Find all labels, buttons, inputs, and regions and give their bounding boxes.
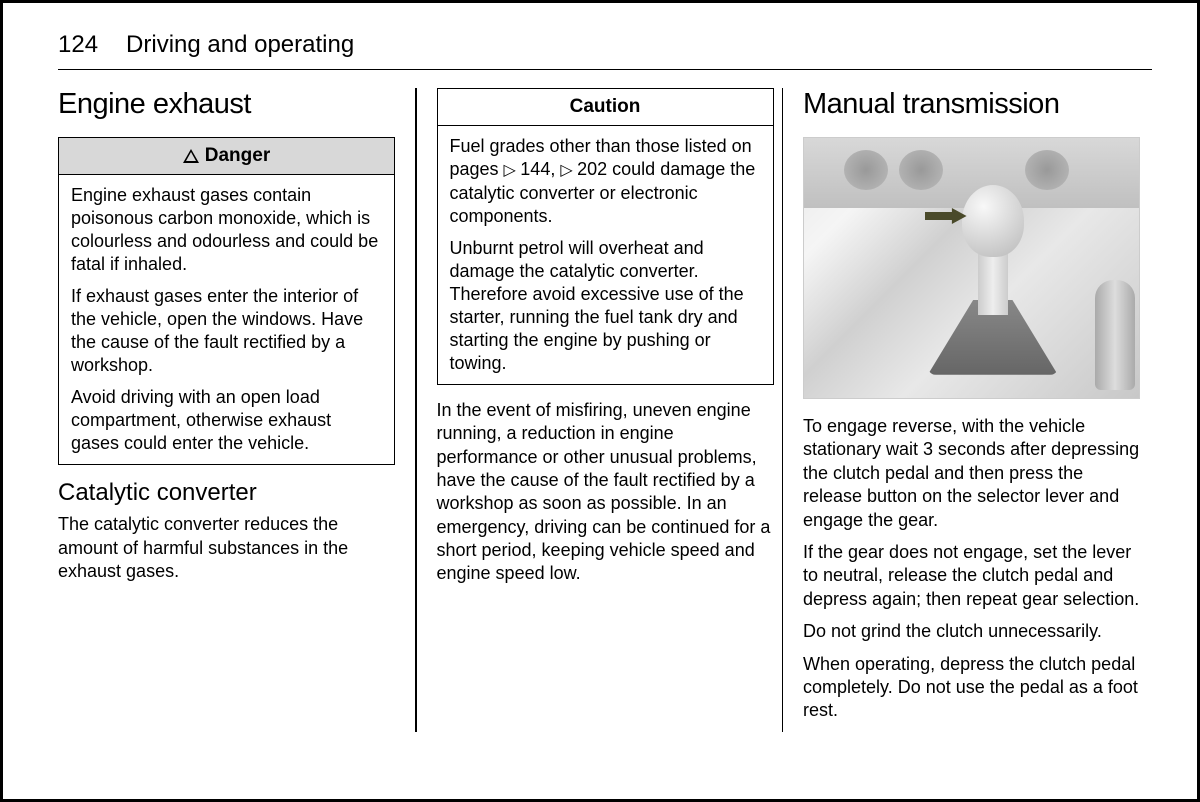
column-3: Manual transmission To engage reverse, w… <box>791 88 1152 732</box>
caution-box-body: Fuel grades other than those listed on p… <box>438 126 773 384</box>
section-heading-engine-exhaust: Engine exhaust <box>58 88 395 121</box>
direction-arrow-icon <box>925 208 967 224</box>
page-number: 124 <box>58 31 98 59</box>
danger-box-header: Danger <box>59 138 394 175</box>
body-paragraph: When operating, depress the clutch pedal… <box>803 653 1140 723</box>
page-ref-icon: ▷ <box>504 162 521 179</box>
body-paragraph: The catalytic converter reduces the amou… <box>58 513 395 583</box>
body-paragraph: In the event of misfiring, uneven engine… <box>437 399 774 586</box>
chapter-title: Driving and operating <box>126 31 354 59</box>
body-paragraph: To engage reverse, with the vehicle stat… <box>803 415 1140 532</box>
danger-box: Danger Engine exhaust gases contain pois… <box>58 137 395 465</box>
header-divider <box>58 69 1152 70</box>
danger-paragraph: Avoid driving with an open load compartm… <box>71 386 382 455</box>
manual-page: 124 Driving and operating Engine exhaust… <box>0 0 1200 802</box>
caution-paragraph: Fuel grades other than those listed on p… <box>450 135 761 228</box>
column-divider <box>782 88 784 732</box>
column-1: Engine exhaust Danger Engine exhaust gas… <box>58 88 407 732</box>
caution-box-header: Caution <box>438 89 773 126</box>
section-heading-manual-transmission: Manual transmission <box>803 88 1140 121</box>
page-header: 124 Driving and operating <box>58 31 1152 59</box>
caution-label: Caution <box>570 96 641 118</box>
body-paragraph: If the gear does not engage, set the lev… <box>803 541 1140 611</box>
danger-paragraph: If exhaust gases enter the interior of t… <box>71 285 382 377</box>
body-paragraph: Do not grind the clutch unnecessarily. <box>803 620 1140 643</box>
danger-label: Danger <box>205 145 270 167</box>
column-divider <box>415 88 417 732</box>
gear-shifter-illustration <box>803 137 1140 399</box>
caution-box: Caution Fuel grades other than those lis… <box>437 88 774 385</box>
subsection-heading-catalytic: Catalytic converter <box>58 479 395 507</box>
content-columns: Engine exhaust Danger Engine exhaust gas… <box>58 88 1152 732</box>
danger-paragraph: Engine exhaust gases contain poisonous c… <box>71 184 382 276</box>
column-2: Caution Fuel grades other than those lis… <box>425 88 774 732</box>
caution-paragraph: Unburnt petrol will overheat and damage … <box>450 237 761 375</box>
page-ref-icon: ▷ <box>560 162 577 179</box>
warning-triangle-icon <box>183 149 199 163</box>
danger-box-body: Engine exhaust gases contain poisonous c… <box>59 175 394 464</box>
